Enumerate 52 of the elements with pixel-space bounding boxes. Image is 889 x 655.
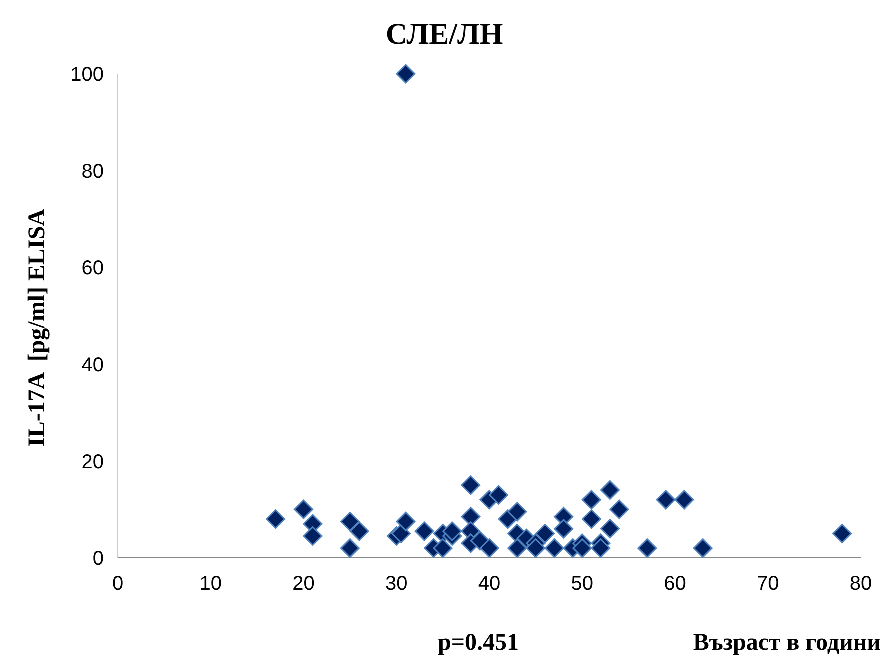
x-tick-label: 60 — [664, 573, 686, 596]
point — [674, 490, 694, 510]
x-tick-label: 70 — [757, 573, 780, 596]
point — [350, 522, 370, 542]
point — [582, 510, 602, 530]
x-tick-label: 40 — [478, 573, 501, 596]
point — [340, 512, 360, 532]
point — [433, 538, 453, 558]
x-tick-label: 20 — [292, 573, 315, 596]
point — [294, 500, 314, 520]
point — [461, 476, 481, 496]
y-tick-label: 40 — [82, 354, 104, 376]
point — [508, 538, 528, 558]
point — [526, 538, 546, 558]
point — [340, 538, 360, 558]
point — [544, 538, 564, 558]
point — [480, 538, 500, 558]
point — [693, 538, 713, 558]
point — [638, 538, 658, 558]
point — [600, 480, 620, 500]
point — [591, 538, 611, 558]
point — [600, 519, 620, 539]
x-axis-title: Възраст в години — [693, 630, 881, 655]
point — [396, 64, 416, 84]
x-tick-label: 80 — [850, 573, 872, 596]
point — [396, 512, 416, 532]
point — [442, 522, 462, 542]
point — [572, 538, 592, 558]
x-tick-label: 0 — [112, 573, 124, 596]
point — [508, 502, 528, 522]
point — [832, 524, 852, 544]
point — [535, 524, 555, 544]
point — [489, 485, 509, 505]
point — [554, 519, 574, 539]
y-tick-label: 80 — [82, 160, 104, 183]
point — [610, 500, 630, 520]
text: p=0.451 — [438, 630, 520, 655]
y-tick-label: 0 — [92, 548, 104, 570]
point — [266, 510, 286, 530]
point — [582, 490, 602, 510]
y-axis-title: IL-17A [pg/ml] ELISA — [24, 208, 52, 448]
point — [392, 524, 412, 544]
y-tick-label: 100 — [70, 64, 104, 86]
chart-title: СЛЕ/ЛН — [384, 18, 504, 52]
x-tick-label: 10 — [200, 573, 222, 596]
point — [303, 526, 323, 546]
y-tick-label: 20 — [82, 451, 104, 474]
x-tick-label: 50 — [571, 573, 594, 596]
point — [414, 522, 434, 542]
point — [656, 490, 676, 510]
y-tick-label: 60 — [82, 258, 104, 280]
x-tick-label: 30 — [386, 573, 408, 596]
